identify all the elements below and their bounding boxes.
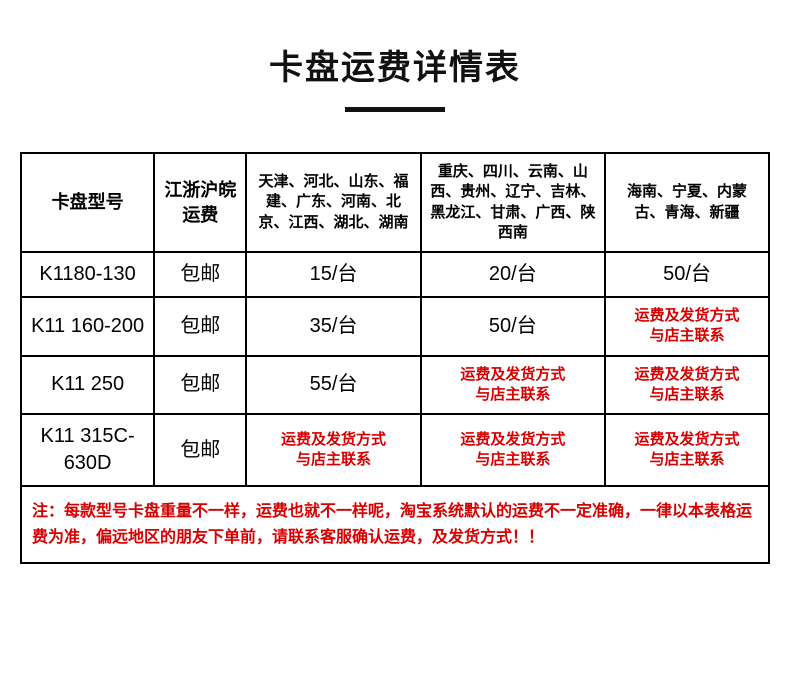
cell-c2: 运费及发货方式与店主联系 [246,414,420,486]
cell-c4: 运费及发货方式与店主联系 [605,414,769,486]
table-row: K11 315C-630D包邮运费及发货方式与店主联系运费及发货方式与店主联系运… [21,414,769,486]
table-header-row: 卡盘型号 江浙沪皖运费 天津、河北、山东、福建、广东、河南、北京、江西、湖北、湖… [21,153,769,252]
cell-c1: 包邮 [154,414,246,486]
cell-c2: 15/台 [246,252,420,297]
table-row: K1180-130包邮15/台20/台50/台 [21,252,769,297]
cell-c3: 运费及发货方式与店主联系 [421,356,605,415]
cell-c4: 50/台 [605,252,769,297]
cell-c1: 包邮 [154,252,246,297]
page-title: 卡盘运费详情表 [20,40,770,89]
cell-model: K11 160-200 [21,297,154,356]
cell-c4: 运费及发货方式与店主联系 [605,356,769,415]
cell-model: K11 250 [21,356,154,415]
cell-c2: 55/台 [246,356,420,415]
table-row: K11 250包邮55/台运费及发货方式与店主联系运费及发货方式与店主联系 [21,356,769,415]
cell-c1: 包邮 [154,356,246,415]
cell-c4: 运费及发货方式与店主联系 [605,297,769,356]
table-row: K11 160-200包邮35/台50/台运费及发货方式与店主联系 [21,297,769,356]
cell-c2: 35/台 [246,297,420,356]
col-region-4: 海南、宁夏、内蒙古、青海、新疆 [605,153,769,252]
title-underline [345,107,445,112]
cell-c3: 20/台 [421,252,605,297]
col-region-3: 重庆、四川、云南、山西、贵州、辽宁、吉林、黑龙江、甘肃、广西、陕西南 [421,153,605,252]
cell-model: K11 315C-630D [21,414,154,486]
col-model: 卡盘型号 [21,153,154,252]
col-region-1: 江浙沪皖运费 [154,153,246,252]
cell-model: K1180-130 [21,252,154,297]
cell-c3: 运费及发货方式与店主联系 [421,414,605,486]
footnote: 注：每款型号卡盘重量不一样，运费也就不一样呢，淘宝系统默认的运费不一定准确，一律… [21,486,769,563]
cell-c3: 50/台 [421,297,605,356]
col-region-2: 天津、河北、山东、福建、广东、河南、北京、江西、湖北、湖南 [246,153,420,252]
shipping-table: 卡盘型号 江浙沪皖运费 天津、河北、山东、福建、广东、河南、北京、江西、湖北、湖… [20,152,770,564]
cell-c1: 包邮 [154,297,246,356]
